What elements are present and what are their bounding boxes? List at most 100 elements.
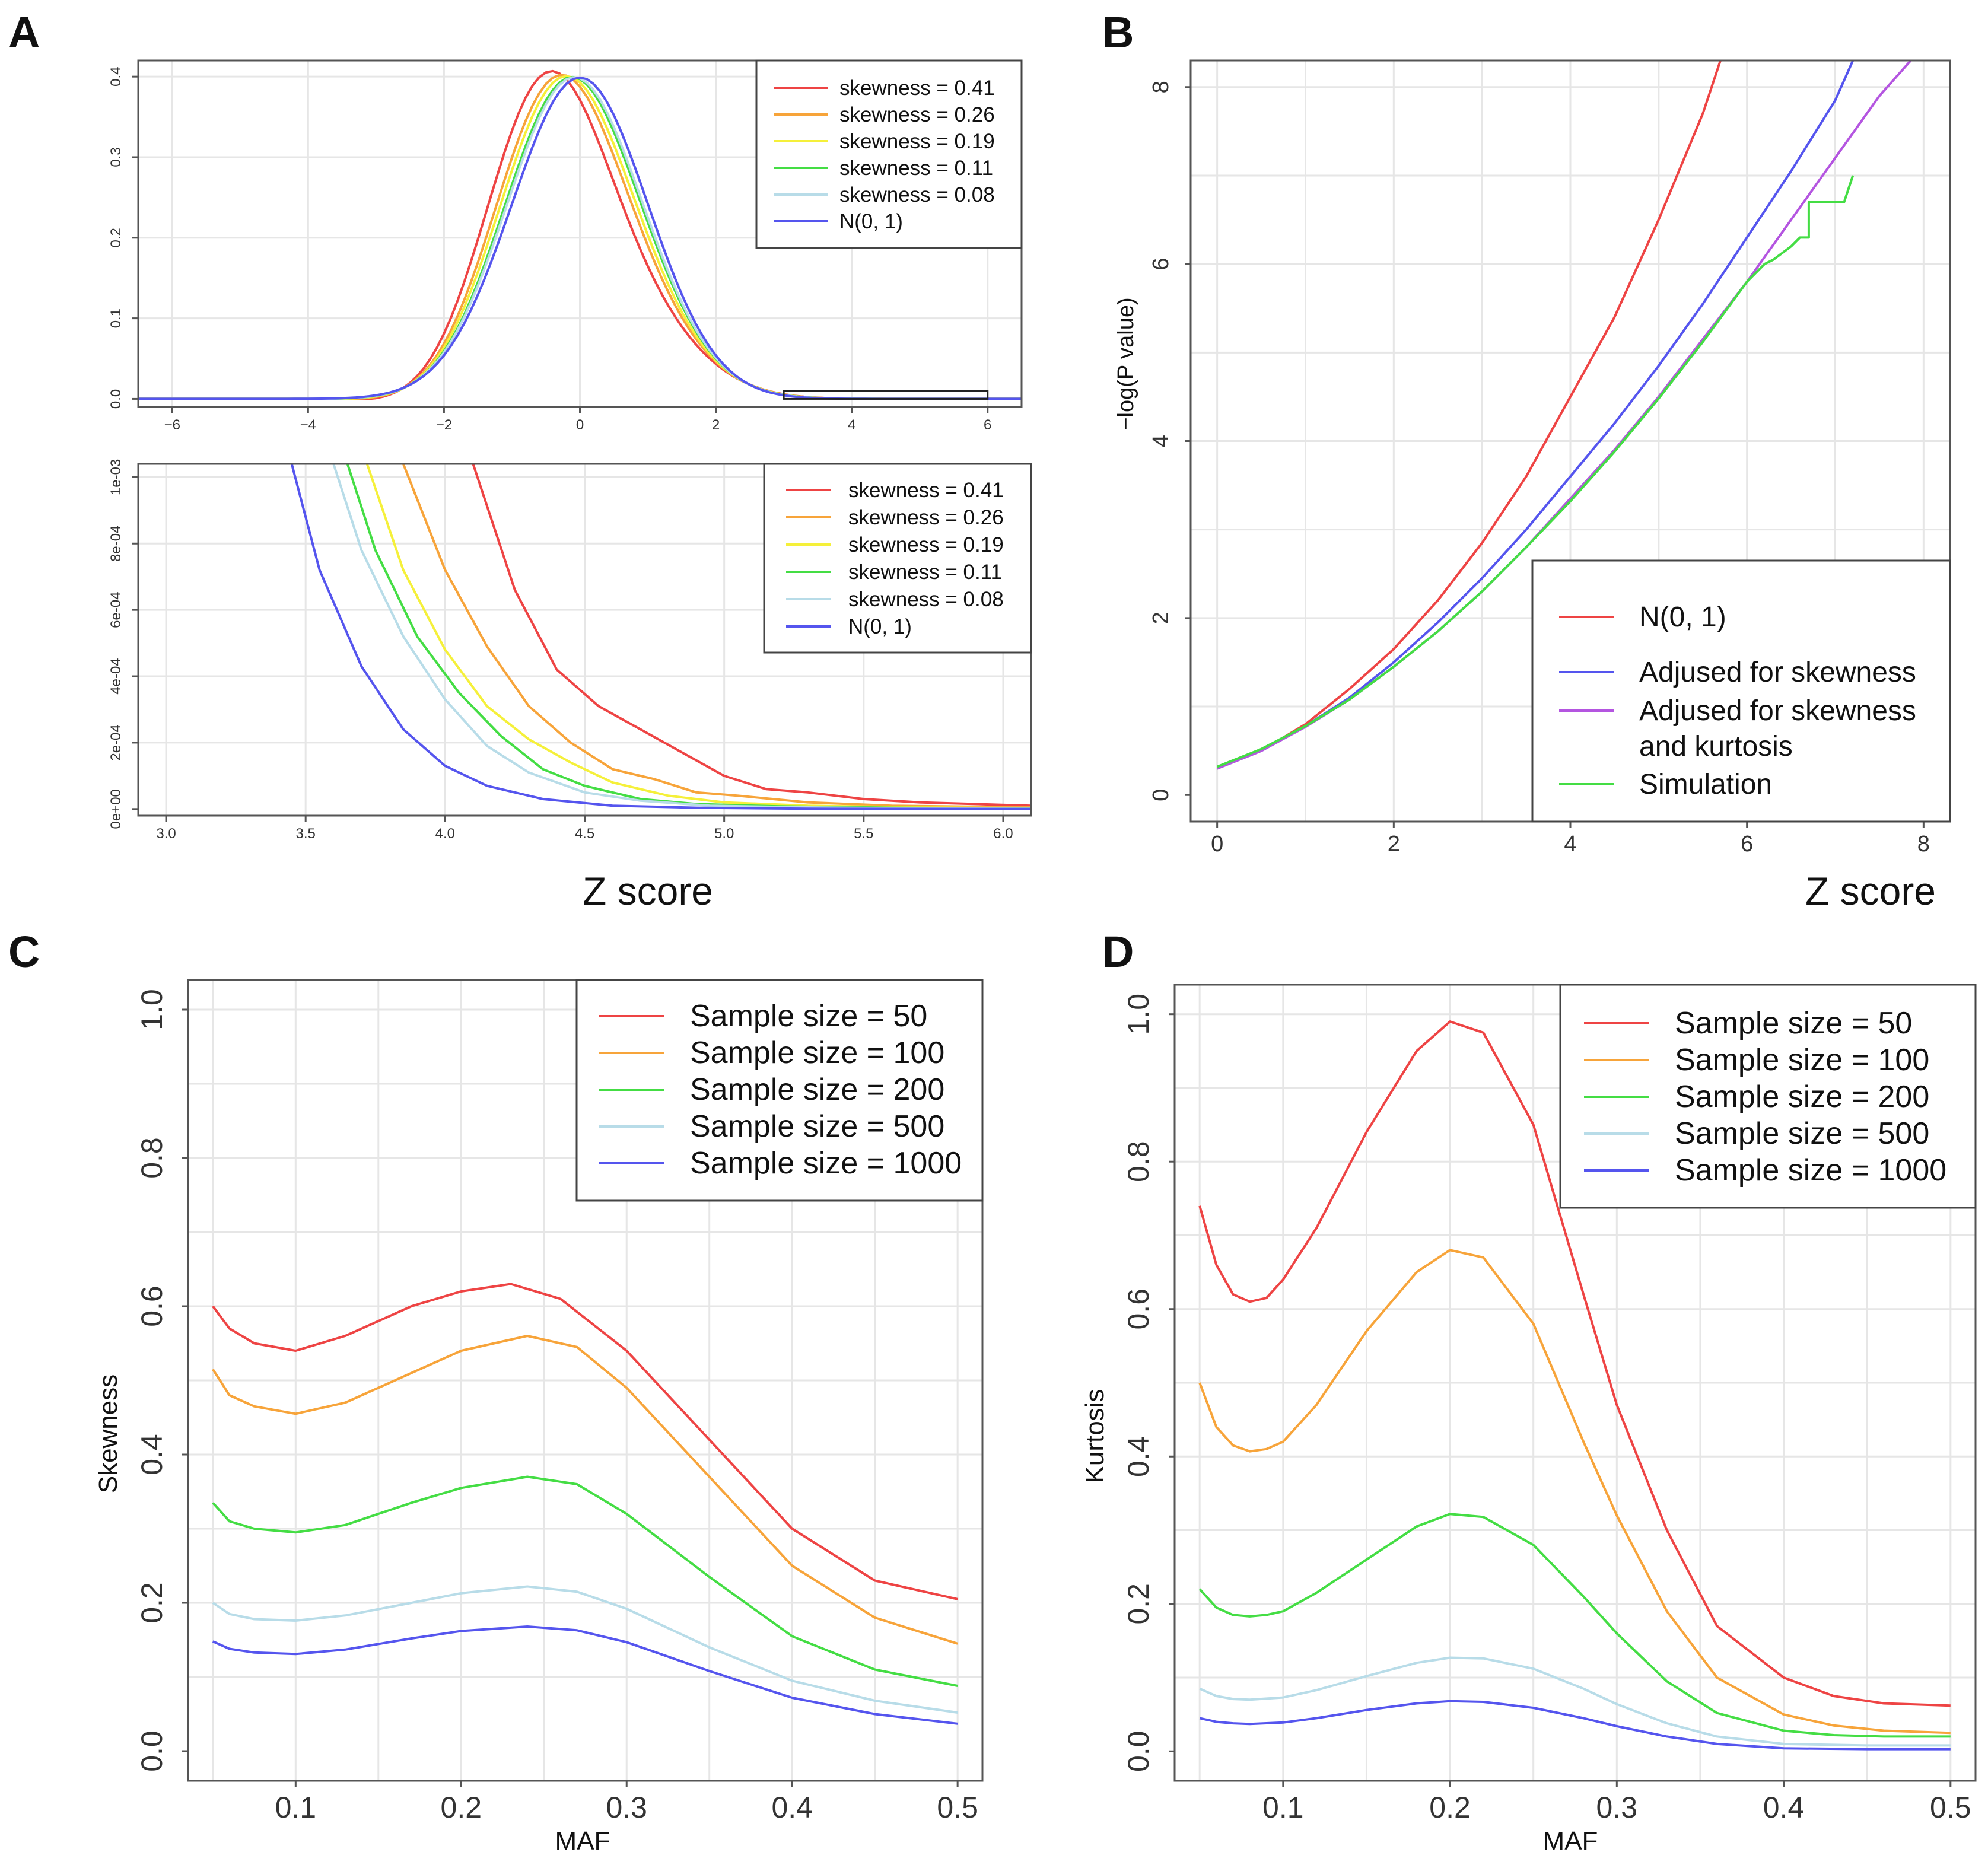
ytick-label-a-bottom-3: 6e-04 bbox=[108, 591, 124, 628]
ytick-label-b-0: 0 bbox=[1149, 789, 1173, 801]
legend-label-c-0: Sample size = 50 bbox=[690, 999, 927, 1033]
xtick-label-a-bottom-2: 4.0 bbox=[435, 826, 455, 842]
legend-label-a-top-4: skewness = 0.08 bbox=[839, 183, 995, 206]
series-group-a-bottom bbox=[290, 464, 1031, 810]
series-group-c bbox=[212, 1283, 958, 1725]
legend-label-a-top-5: N(0, 1) bbox=[839, 210, 903, 233]
xtick-label-a-bottom-1: 3.5 bbox=[296, 826, 316, 842]
ytick-label-c-5: 1.0 bbox=[135, 989, 168, 1030]
zoom-box bbox=[783, 390, 989, 400]
ytick-label-a-bottom-0: 0e+00 bbox=[108, 789, 124, 829]
legend-label-a-bottom-2: skewness = 0.19 bbox=[848, 533, 1004, 556]
panel-label-c-text: C bbox=[8, 927, 40, 976]
legend-label-d-0: Sample size = 50 bbox=[1675, 1006, 1912, 1040]
y-axis-title-d: Kurtosis bbox=[1080, 1389, 1109, 1484]
panel-label-d: D bbox=[1102, 927, 1134, 976]
ytick-label-c-3: 0.6 bbox=[135, 1285, 168, 1327]
x-axis-title-d: MAF bbox=[1543, 1826, 1598, 1856]
legend-a-bottom: skewness = 0.41 skewness = 0.26 skewness =… bbox=[763, 463, 1032, 654]
legend-label-a-top-1: skewness = 0.26 bbox=[839, 103, 995, 126]
ytick-label-d-2: 0.4 bbox=[1122, 1436, 1155, 1478]
xtick-label-a-top-2: −2 bbox=[436, 417, 452, 433]
xtick-label-a-bottom-0: 3.0 bbox=[156, 826, 176, 842]
ytick-label-a-bottom-5: 1e-03 bbox=[108, 459, 124, 495]
xtick-label-a-top-0: −6 bbox=[164, 417, 180, 433]
legend-box-b bbox=[1531, 559, 1951, 823]
legend-label-a-top-3: skewness = 0.11 bbox=[839, 157, 993, 180]
xtick-label-d-3: 0.4 bbox=[1763, 1791, 1805, 1824]
ytick-label-c-2: 0.4 bbox=[135, 1434, 168, 1475]
ytick-label-a-bottom-1: 2e-04 bbox=[108, 724, 124, 760]
ytick-label-d-5: 1.0 bbox=[1122, 994, 1155, 1035]
legend-label-b-1: Adjused for skewness bbox=[1639, 657, 1916, 688]
legend-label-b-4: Simulation bbox=[1639, 769, 1772, 800]
ytick-label-a-top-3: 0.3 bbox=[108, 147, 124, 167]
chart-panel-a-bottom: 3.0 3.5 4.0 4.5 5.0 5.5 6.0 0e+00 2e-04 4e-04 6e-0… bbox=[108, 459, 1032, 842]
ytick-label-c-4: 0.8 bbox=[135, 1137, 168, 1179]
legend-label-a-top-0: skewness = 0.41 bbox=[839, 77, 995, 100]
legend-label-c-2: Sample size = 200 bbox=[690, 1073, 944, 1107]
panel-label-a-text: A bbox=[8, 8, 40, 57]
legend-label-d-3: Sample size = 500 bbox=[1675, 1116, 1929, 1151]
xtick-label-c-2: 0.3 bbox=[606, 1791, 647, 1824]
legend-label-a-bottom-5: N(0, 1) bbox=[848, 615, 912, 638]
ytick-label-a-top-1: 0.1 bbox=[108, 308, 124, 328]
xtick-label-c-1: 0.2 bbox=[441, 1791, 482, 1824]
chart-panel-b: 0 2 4 6 8 0 2 4 6 8 −log(P value) N(0, 1) Adjused fo… bbox=[1114, 59, 1951, 857]
xtick-label-d-0: 0.1 bbox=[1262, 1791, 1304, 1824]
ytick-label-b-4: 8 bbox=[1149, 81, 1173, 93]
legend-box-a-top bbox=[755, 59, 1023, 249]
series-line-d-3 bbox=[1199, 1656, 1951, 1747]
legend-box-a-bottom bbox=[763, 463, 1032, 654]
y-axis-title-b: −log(P value) bbox=[1114, 297, 1138, 430]
series-line-b-3 bbox=[1216, 175, 1855, 768]
chart-panel-c: 0.1 0.2 0.3 0.4 0.5 0.0 0.2 0.4 0.6 0.8 1.0 Skewnes… bbox=[94, 979, 984, 1856]
ytick-label-c-1: 0.2 bbox=[135, 1582, 168, 1624]
xtick-label-d-2: 0.3 bbox=[1596, 1791, 1638, 1824]
series-line-c-4 bbox=[212, 1625, 958, 1725]
legend-label-b-0: N(0, 1) bbox=[1639, 602, 1726, 633]
xtick-label-a-top-3: 0 bbox=[576, 417, 584, 433]
chart-panel-d: 0.1 0.2 0.3 0.4 0.5 0.0 0.2 0.4 0.6 0.8 1.0 Kurtosi… bbox=[1080, 984, 1977, 1856]
xtick-label-b-4: 8 bbox=[1917, 832, 1930, 857]
legend-label-b-3: and kurtosis bbox=[1639, 731, 1793, 762]
legend-label-d-2: Sample size = 200 bbox=[1675, 1080, 1929, 1114]
series-group-b bbox=[1216, 61, 1913, 770]
series-line-c-3 bbox=[212, 1585, 958, 1714]
xtick-label-a-top-4: 2 bbox=[712, 417, 720, 433]
panel-label-d-text: D bbox=[1102, 927, 1134, 976]
ytick-label-d-0: 0.0 bbox=[1122, 1731, 1155, 1772]
xtick-label-a-top-6: 6 bbox=[984, 417, 991, 433]
xtick-label-c-4: 0.5 bbox=[937, 1791, 978, 1824]
legend-label-a-bottom-0: skewness = 0.41 bbox=[848, 479, 1004, 502]
chart-panel-a-top: −6 −4 −2 0 2 4 6 0.0 0.1 0.2 0.3 0.4 skewness = 0.41… bbox=[108, 59, 1023, 433]
legend-label-d-1: Sample size = 100 bbox=[1675, 1043, 1929, 1077]
ytick-label-b-2: 4 bbox=[1149, 435, 1173, 447]
ytick-label-b-3: 6 bbox=[1149, 258, 1173, 271]
legend-label-c-1: Sample size = 100 bbox=[690, 1036, 944, 1070]
legend-label-a-bottom-3: skewness = 0.11 bbox=[848, 561, 1002, 584]
y-axis-title-c: Skewness bbox=[94, 1374, 123, 1494]
ytick-label-a-top-2: 0.2 bbox=[108, 228, 124, 247]
legend-label-d-4: Sample size = 1000 bbox=[1675, 1153, 1946, 1188]
legend-b: N(0, 1) Adjused for skewness Adjused for s… bbox=[1531, 559, 1951, 823]
legend-label-a-top-2: skewness = 0.19 bbox=[839, 130, 995, 153]
xtick-label-b-1: 2 bbox=[1388, 832, 1400, 857]
xtick-label-a-bottom-5: 5.5 bbox=[854, 826, 873, 842]
legend-label-c-3: Sample size = 500 bbox=[690, 1109, 944, 1144]
legend-label-a-bottom-1: skewness = 0.26 bbox=[848, 506, 1004, 529]
xtick-label-a-bottom-4: 5.0 bbox=[714, 826, 734, 842]
series-line-d-1 bbox=[1198, 1249, 1951, 1735]
panel-label-b: B bbox=[1102, 8, 1134, 57]
series-line-b-0 bbox=[1216, 61, 1722, 770]
ytick-label-a-top-4: 0.4 bbox=[108, 66, 124, 86]
panel-b-z-title: Z score bbox=[1805, 869, 1936, 913]
ytick-label-c-0: 0.0 bbox=[135, 1730, 168, 1772]
series-line-a-bottom-0 bbox=[472, 464, 1031, 807]
xtick-label-c-0: 0.1 bbox=[275, 1791, 317, 1824]
x-axis-title-c: MAF bbox=[555, 1826, 610, 1856]
xtick-label-b-2: 4 bbox=[1564, 832, 1576, 857]
